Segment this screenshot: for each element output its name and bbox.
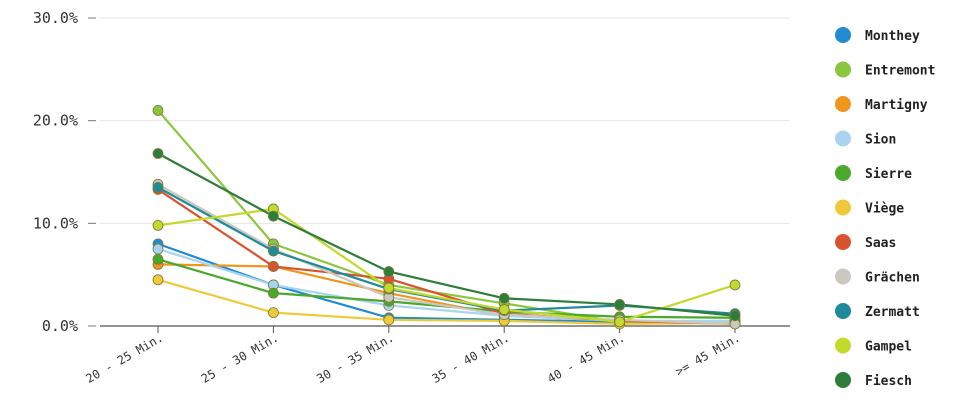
data-point-zermatt [267, 245, 279, 257]
data-point-fiesch [498, 292, 510, 304]
legend-label-saas: Saas [865, 236, 896, 251]
data-point-fiesch [729, 310, 741, 322]
legend-label-gampel: Gampel [865, 340, 912, 355]
legend-marker-viege [835, 199, 851, 216]
legend-marker-monthey [835, 27, 851, 43]
series-line-viege [157, 278, 736, 326]
series-line-fiesch [157, 152, 736, 317]
data-point-sion [152, 243, 164, 255]
legend-label-viege: Viège [865, 202, 904, 217]
legend-marker-fiesch [835, 372, 851, 388]
series-line-entremont [157, 109, 736, 323]
data-point-fiesch [614, 299, 625, 310]
series-line-gampel [157, 207, 736, 323]
data-point-gampel [152, 219, 164, 231]
legend-label-grachen: Grächen [865, 271, 920, 286]
x-tick-label: >= 45 Min. [673, 330, 743, 378]
data-point-fiesch [152, 148, 164, 159]
y-tick-label: 10.0% [33, 214, 78, 232]
legend-label-entremont: Entremont [865, 64, 935, 79]
legend-label-martigny: Martigny [865, 98, 928, 113]
data-point-fiesch [383, 266, 395, 277]
series-line-sierre [157, 258, 736, 319]
data-point-gampel [729, 279, 741, 291]
legend-marker-grachen [835, 268, 851, 285]
legend-marker-gampel [835, 337, 851, 354]
data-point-gampel [383, 282, 395, 294]
x-tick-label: 40 - 45 Min. [545, 330, 627, 385]
legend-label-monthey: Monthey [865, 29, 920, 44]
legend-label-zermatt: Zermatt [865, 305, 920, 320]
data-point-viege [267, 307, 279, 319]
data-point-zermatt [152, 181, 164, 193]
legend: Monthey Entremont Martigny Sion Sierre Viège S… [835, 27, 935, 389]
legend-label-fiesch: Fiesch [865, 374, 912, 389]
legend-marker-saas [835, 234, 851, 250]
data-point-fiesch [267, 210, 279, 222]
data-point-entremont [152, 105, 164, 116]
legend-marker-zermatt [835, 303, 851, 319]
data-point-viege [152, 274, 164, 286]
x-tick-label: 20 - 25 Min. [83, 330, 165, 385]
data-point-gampel [614, 316, 625, 328]
y-tick-label: 0.0% [42, 317, 78, 335]
data-point-sierre [152, 253, 164, 265]
x-tick-label: 30 - 35 Min. [314, 330, 396, 385]
legend-marker-sion [835, 130, 851, 147]
y-tick-label: 20.0% [33, 112, 78, 130]
series-points [152, 105, 741, 330]
series-line-grachen [157, 183, 736, 326]
legend-label-sion: Sion [865, 133, 896, 148]
legend-label-sierre: Sierre [865, 167, 912, 182]
data-point-saas [267, 261, 279, 272]
data-point-sierre [267, 287, 279, 299]
x-tick-label: 25 - 30 Min. [199, 330, 281, 385]
legend-marker-entremont [835, 61, 851, 78]
x-tick-label: 35 - 40 Min. [430, 330, 512, 385]
y-tick-label: 30.0% [33, 9, 78, 27]
y-axis-ticks: 0.0% 10.0% 20.0% 30.0% [33, 9, 96, 335]
legend-marker-sierre [835, 165, 851, 181]
data-point-viege [383, 314, 395, 326]
gridlines [100, 17, 790, 224]
x-axis: 20 - 25 Min. 25 - 30 Min. 30 - 35 Min. 35 -… [83, 325, 790, 386]
legend-marker-martigny [835, 96, 851, 112]
series-lines [157, 109, 736, 326]
data-point-gampel [498, 304, 510, 315]
